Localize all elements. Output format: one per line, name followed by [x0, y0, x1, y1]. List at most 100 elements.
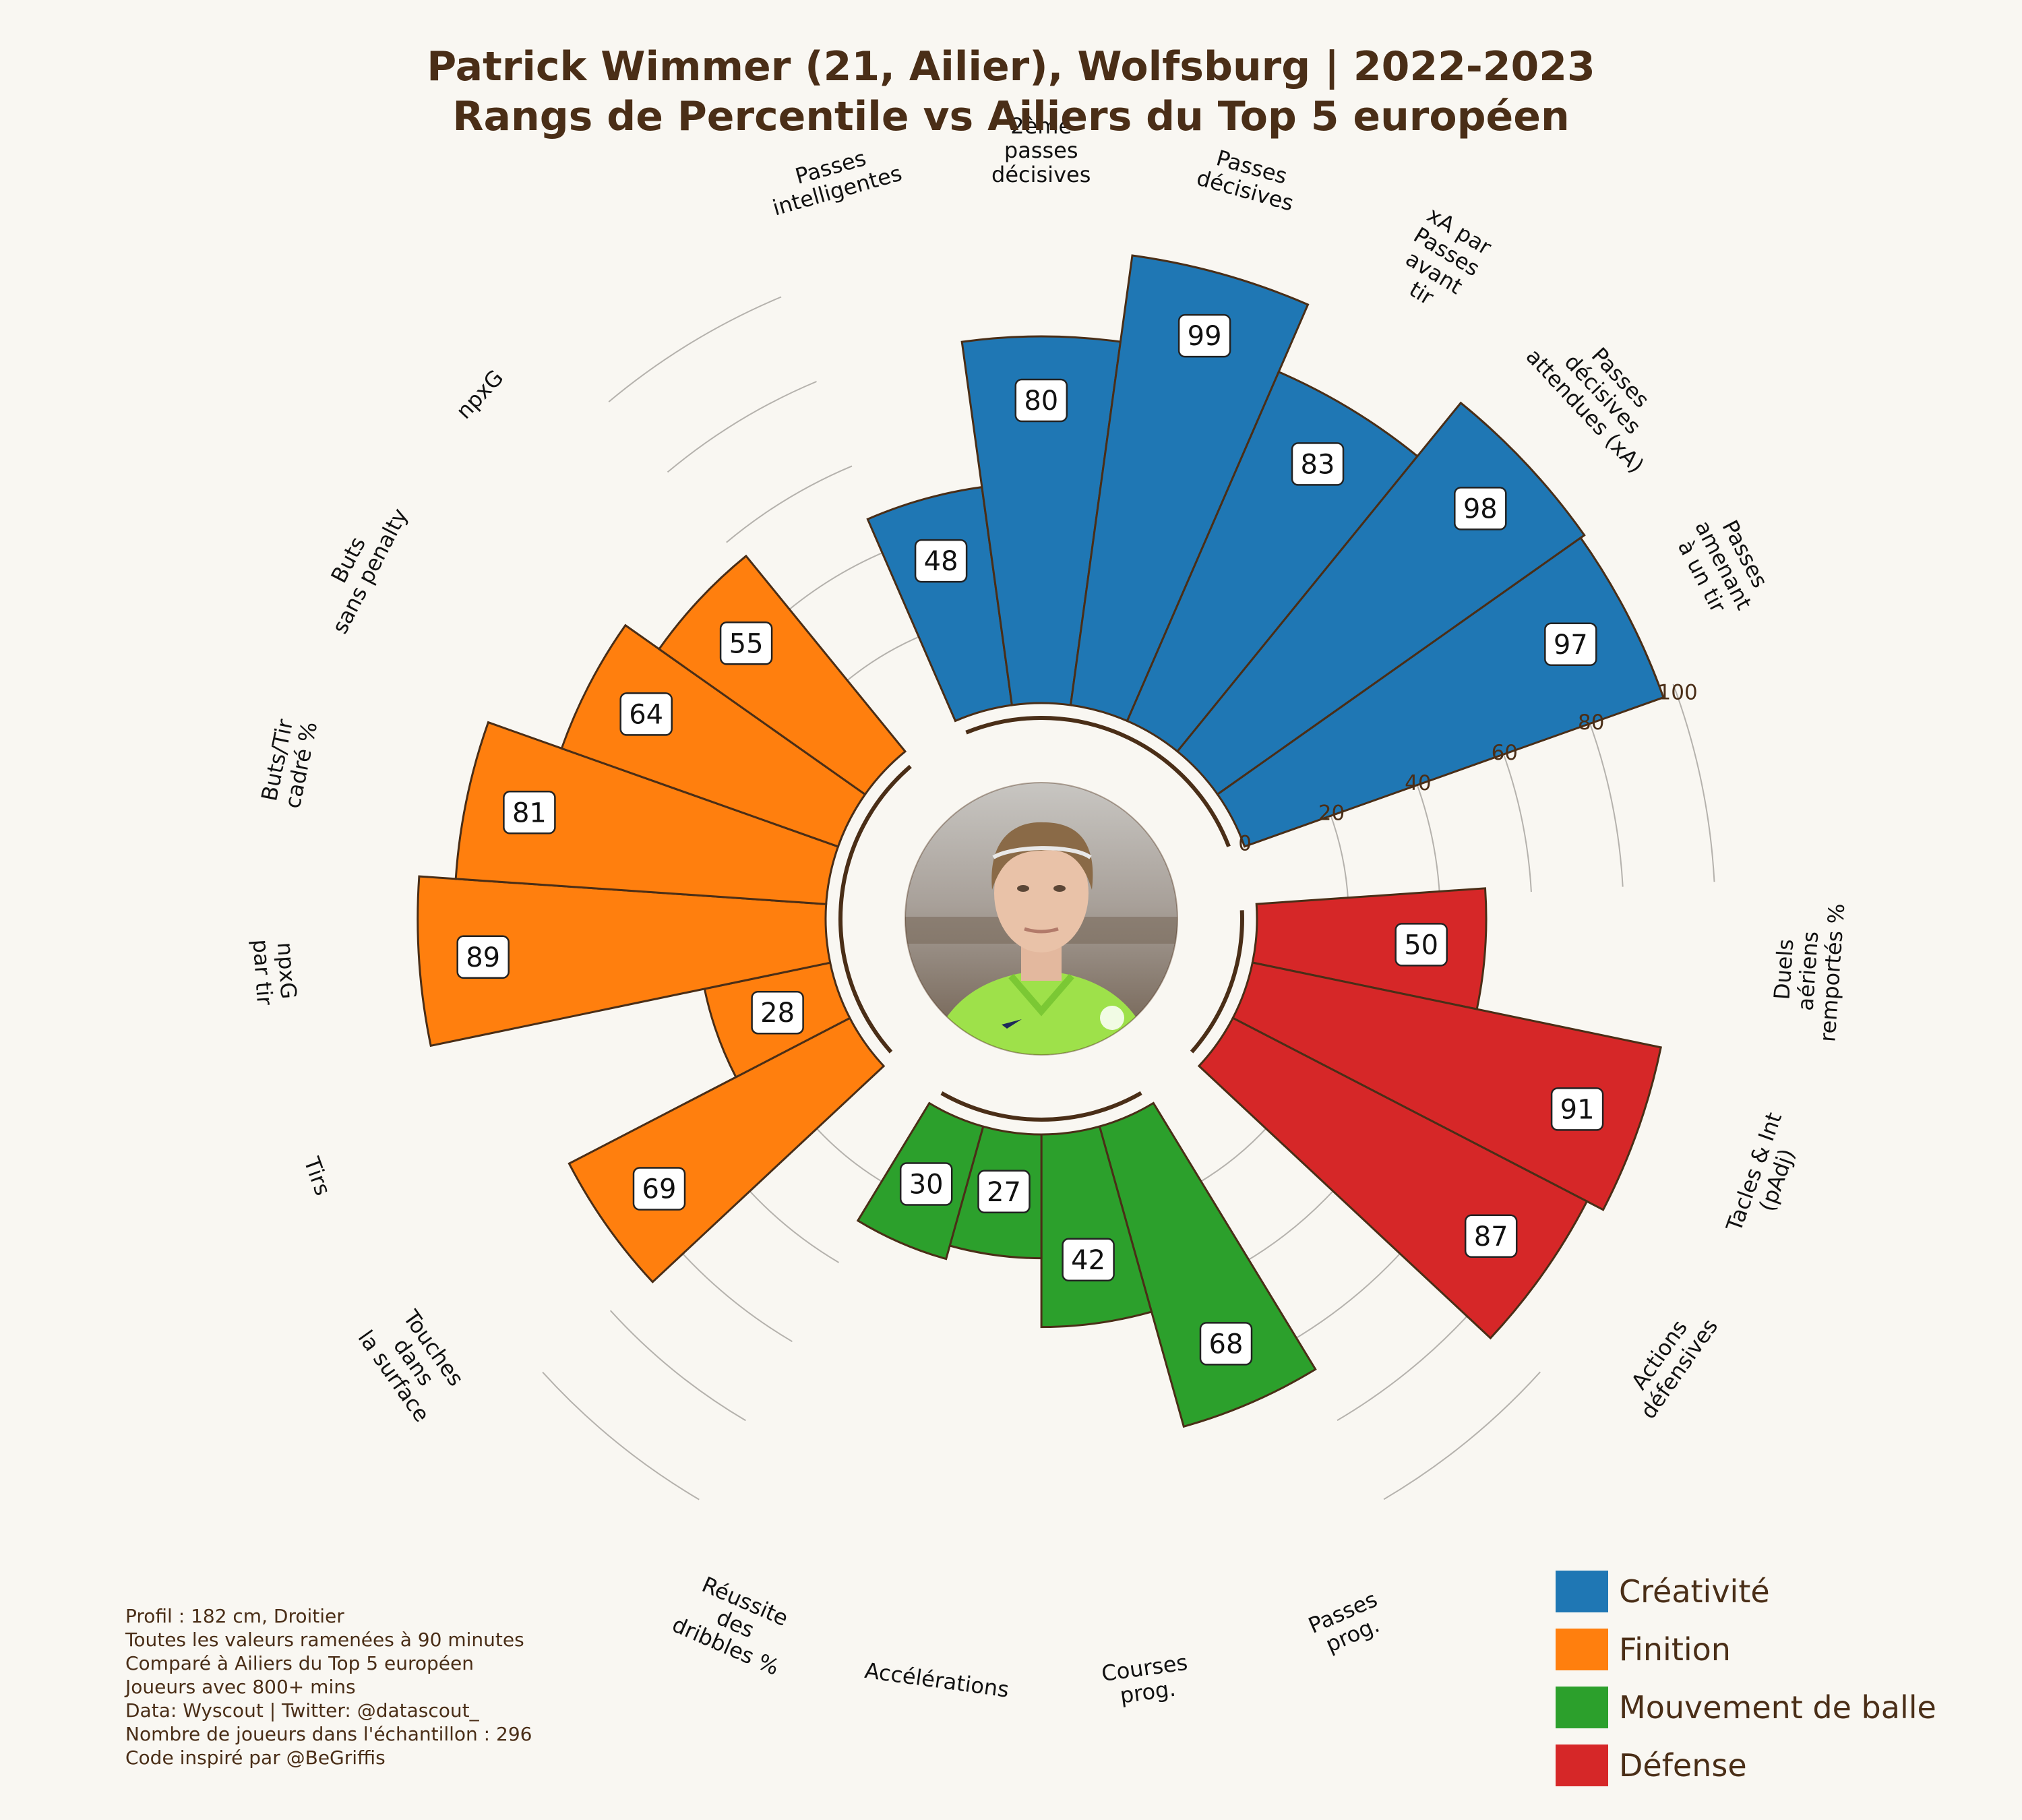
svg-text:Butssans penalty: Butssans penalty [305, 493, 412, 638]
bar-mouvement-de-balle [1098, 1101, 1317, 1428]
radial-tick: 40 [1405, 771, 1431, 795]
metric-label: 2ème passes décisives [991, 113, 1091, 187]
footnote-line: Joueurs avec 800+ mins [125, 1676, 356, 1698]
metric-label: npxGpar tir [247, 938, 301, 1006]
svg-text:28: 28 [760, 998, 795, 1029]
grid-arc [726, 465, 853, 543]
svg-text:xA parPassesavanttir: xA parPassesavanttir [1384, 202, 1496, 323]
bar-cr-ativit- [1069, 254, 1310, 723]
bar-d-fense [1231, 961, 1662, 1211]
footnote-line: Code inspiré par @BeGriffis [125, 1747, 386, 1769]
value-label: 68 [1199, 1322, 1253, 1366]
value-label: 50 [1395, 923, 1448, 967]
footnote-line: Profil : 182 cm, Droitier [125, 1605, 344, 1627]
svg-text:Tirs: Tirs [299, 1153, 336, 1199]
value-labels: 50 91 87 68 42 27 30 69 28 89 81 64 55 48 80 99 83 98 97 [456, 313, 1604, 1366]
bar-finition [454, 721, 840, 905]
svg-text:42: 42 [1071, 1245, 1105, 1276]
legend-swatch [1556, 1687, 1608, 1728]
svg-text:83: 83 [1301, 449, 1335, 480]
legend-label: Finition [1619, 1631, 1731, 1668]
footnote-line: Toutes les valeurs ramenées à 90 minutes [125, 1629, 524, 1651]
value-label: 28 [751, 990, 804, 1035]
legend-item-finition: Finition [1556, 1620, 1936, 1678]
svg-text:50: 50 [1404, 930, 1438, 961]
group-arc [838, 764, 912, 1054]
metric-label: Touchesdansla surface [353, 1305, 469, 1427]
metric-label: npxG [451, 365, 508, 424]
grid-arc [843, 634, 923, 684]
svg-text:Actionsdéfensives: Actionsdéfensives [1616, 1300, 1723, 1424]
grid-arc [1415, 779, 1441, 897]
footnote-line: Comparé à Ailiers du Top 5 européen [125, 1652, 474, 1674]
legend-item-defense: Défense [1556, 1736, 1936, 1794]
legend-item-mouvement: Mouvement de balle [1556, 1678, 1936, 1736]
svg-text:Passesprog.: Passesprog. [1305, 1586, 1391, 1661]
value-label: 64 [619, 692, 673, 736]
legend-label: Créativité [1619, 1573, 1770, 1610]
group-arc [940, 1091, 1142, 1122]
value-label: 97 [1544, 622, 1597, 667]
bar-d-fense [1251, 887, 1488, 1010]
svg-text:69: 69 [642, 1174, 677, 1205]
svg-text:Passesdécisives: Passesdécisives [1194, 142, 1303, 216]
grid-arc [1672, 684, 1715, 882]
value-label: 91 [1550, 1087, 1604, 1131]
grid-arc [609, 1310, 746, 1422]
grid-arc [608, 296, 782, 402]
grid-arc [745, 1186, 840, 1263]
metric-label: Buts/Tircadré % [256, 717, 322, 811]
metric-label: Passesintelligentes [770, 145, 905, 220]
metric-label: xA parPassesavanttir [1384, 202, 1496, 323]
svg-text:30: 30 [909, 1170, 944, 1201]
grid-arc [677, 1248, 793, 1343]
metric-label: Réussitedesdribbles % [669, 1571, 792, 1680]
radial-tick: 20 [1318, 801, 1345, 826]
radial-grid [542, 296, 1715, 1500]
value-label: 80 [1014, 378, 1068, 423]
svg-text:91: 91 [1560, 1094, 1595, 1125]
bar-cr-ativit- [1216, 536, 1665, 848]
bar-cr-ativit- [1126, 370, 1419, 753]
grid-arc [1337, 1310, 1473, 1422]
grid-arc [813, 1125, 886, 1184]
svg-text:Coursesprog.: Coursesprog. [1100, 1649, 1192, 1711]
svg-text:99: 99 [1188, 321, 1222, 352]
bar-d-fense [1197, 1017, 1589, 1340]
grid-arc [1328, 811, 1349, 903]
chart-bars [417, 254, 1665, 1428]
player-portrait [905, 783, 1177, 1055]
bar-finition [568, 1017, 886, 1283]
title-line-1: Patrick Wimmer (21, Ailier), Wolfsburg |… [427, 43, 1595, 90]
group-arc [965, 715, 1231, 847]
svg-text:Tacles & Int(pAdj): Tacles & Int(pAdj) [1721, 1109, 1810, 1243]
metric-label: Passesamenantà un tir [1668, 505, 1779, 625]
svg-text:80: 80 [1024, 386, 1058, 417]
radial-tick: 100 [1658, 680, 1698, 704]
metric-label: Actionsdéfensives [1616, 1300, 1723, 1424]
svg-text:npxG: npxG [451, 365, 508, 424]
value-label: 87 [1464, 1214, 1518, 1258]
bar-finition [560, 624, 867, 848]
value-label: 98 [1454, 487, 1507, 530]
value-label: 48 [914, 539, 968, 583]
svg-text:98: 98 [1463, 493, 1498, 524]
bar-finition [657, 554, 907, 796]
footnotes: Profil : 182 cm, Droitier Toutes les val… [125, 1604, 532, 1769]
metric-label: Passesdécisivesattendues (xA) [1521, 342, 1655, 478]
grid-arc [667, 381, 817, 473]
svg-text:48: 48 [924, 546, 958, 577]
svg-text:64: 64 [629, 699, 663, 730]
group-arc [1190, 910, 1244, 1054]
metric-label: Coursesprog. [1100, 1649, 1192, 1711]
value-label: 99 [1177, 313, 1231, 358]
grid-arc [1197, 1124, 1270, 1184]
bar-finition [417, 875, 832, 1048]
svg-text:81: 81 [512, 797, 547, 828]
value-label: 27 [977, 1170, 1031, 1214]
grid-arc [785, 549, 888, 613]
svg-text:Passesamenantà un tir: Passesamenantà un tir [1668, 505, 1779, 625]
grid-arc [1290, 1248, 1405, 1342]
svg-text:87: 87 [1474, 1221, 1508, 1252]
